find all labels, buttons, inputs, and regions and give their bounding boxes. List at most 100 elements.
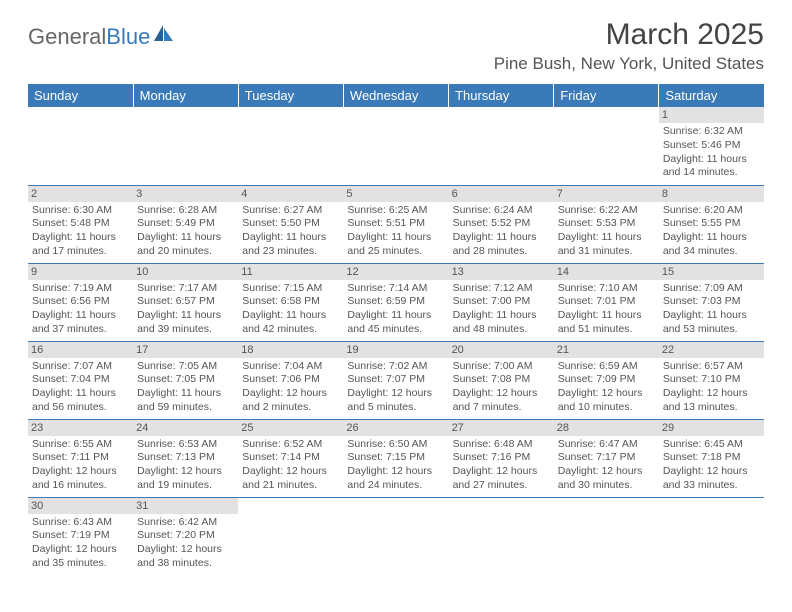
sunrise-text: Sunrise: 6:28 AM: [137, 204, 234, 218]
sunset-text: Sunset: 5:49 PM: [137, 217, 234, 231]
daylight-text: Daylight: 11 hours and 59 minutes.: [137, 387, 234, 414]
calendar-cell: 3 Sunrise: 6:28 AMSunset: 5:49 PMDaylight…: [133, 185, 238, 263]
calendar-cell: 1Sunrise: 6:32 AMSunset: 5:46 PMDaylight…: [659, 107, 764, 185]
daylight-text: Daylight: 11 hours and 14 minutes.: [663, 153, 760, 180]
daylight-text: Daylight: 12 hours and 27 minutes.: [453, 465, 550, 492]
sunset-text: Sunset: 7:00 PM: [453, 295, 550, 309]
day-number: 6: [449, 186, 554, 202]
daylight-text: Daylight: 11 hours and 39 minutes.: [137, 309, 234, 336]
day-number: 9: [28, 264, 133, 280]
calendar-cell: [238, 107, 343, 185]
day-number: 11: [238, 264, 343, 280]
daylight-text: Daylight: 12 hours and 35 minutes.: [32, 543, 129, 570]
calendar-cell: 31Sunrise: 6:42 AMSunset: 7:20 PMDayligh…: [133, 497, 238, 575]
sunset-text: Sunset: 6:58 PM: [242, 295, 339, 309]
day-header-row: Sunday Monday Tuesday Wednesday Thursday…: [28, 84, 764, 107]
day-number: 14: [554, 264, 659, 280]
calendar-cell: [133, 107, 238, 185]
sunrise-text: Sunrise: 6:52 AM: [242, 438, 339, 452]
calendar-cell: 4Sunrise: 6:27 AMSunset: 5:50 PMDaylight…: [238, 185, 343, 263]
day-number: 8: [659, 186, 764, 202]
calendar-row: 2Sunrise: 6:30 AMSunset: 5:48 PMDaylight…: [28, 185, 764, 263]
sunset-text: Sunset: 7:13 PM: [137, 451, 234, 465]
calendar-cell: [449, 497, 554, 575]
calendar-cell: 24Sunrise: 6:53 AMSunset: 7:13 PMDayligh…: [133, 419, 238, 497]
day-number: 29: [659, 420, 764, 436]
sunset-text: Sunset: 7:19 PM: [32, 529, 129, 543]
calendar-cell: 29Sunrise: 6:45 AMSunset: 7:18 PMDayligh…: [659, 419, 764, 497]
logo: GeneralBlue: [28, 24, 175, 50]
day-header: Sunday: [28, 84, 133, 107]
sunrise-text: Sunrise: 7:19 AM: [32, 282, 129, 296]
brand-part1: General: [28, 24, 106, 50]
sunset-text: Sunset: 7:01 PM: [558, 295, 655, 309]
sunrise-text: Sunrise: 6:27 AM: [242, 204, 339, 218]
day-number: 26: [343, 420, 448, 436]
sunrise-text: Sunrise: 7:07 AM: [32, 360, 129, 374]
calendar-cell: 15Sunrise: 7:09 AMSunset: 7:03 PMDayligh…: [659, 263, 764, 341]
calendar-cell: [449, 107, 554, 185]
calendar-cell: [343, 107, 448, 185]
sunrise-text: Sunrise: 7:02 AM: [347, 360, 444, 374]
sunrise-text: Sunrise: 6:48 AM: [453, 438, 550, 452]
sunrise-text: Sunrise: 7:10 AM: [558, 282, 655, 296]
sunrise-text: Sunrise: 7:00 AM: [453, 360, 550, 374]
sunset-text: Sunset: 7:15 PM: [347, 451, 444, 465]
daylight-text: Daylight: 12 hours and 24 minutes.: [347, 465, 444, 492]
sunset-text: Sunset: 5:52 PM: [453, 217, 550, 231]
calendar-cell: 30Sunrise: 6:43 AMSunset: 7:19 PMDayligh…: [28, 497, 133, 575]
sunrise-text: Sunrise: 6:55 AM: [32, 438, 129, 452]
month-title: March 2025: [494, 18, 764, 52]
day-header: Tuesday: [238, 84, 343, 107]
sunrise-text: Sunrise: 7:15 AM: [242, 282, 339, 296]
calendar-cell: 2Sunrise: 6:30 AMSunset: 5:48 PMDaylight…: [28, 185, 133, 263]
daylight-text: Daylight: 12 hours and 13 minutes.: [663, 387, 760, 414]
calendar-cell: 27Sunrise: 6:48 AMSunset: 7:16 PMDayligh…: [449, 419, 554, 497]
calendar-cell: 7Sunrise: 6:22 AMSunset: 5:53 PMDaylight…: [554, 185, 659, 263]
daylight-text: Daylight: 11 hours and 48 minutes.: [453, 309, 550, 336]
sunset-text: Sunset: 7:14 PM: [242, 451, 339, 465]
sunrise-text: Sunrise: 7:14 AM: [347, 282, 444, 296]
sunset-text: Sunset: 7:06 PM: [242, 373, 339, 387]
day-number: 7: [554, 186, 659, 202]
daylight-text: Daylight: 11 hours and 20 minutes.: [137, 231, 234, 258]
day-number: 19: [343, 342, 448, 358]
daylight-text: Daylight: 12 hours and 38 minutes.: [137, 543, 234, 570]
daylight-text: Daylight: 12 hours and 30 minutes.: [558, 465, 655, 492]
calendar-row: 30Sunrise: 6:43 AMSunset: 7:19 PMDayligh…: [28, 497, 764, 575]
sunset-text: Sunset: 7:11 PM: [32, 451, 129, 465]
calendar-cell: 25Sunrise: 6:52 AMSunset: 7:14 PMDayligh…: [238, 419, 343, 497]
daylight-text: Daylight: 12 hours and 21 minutes.: [242, 465, 339, 492]
sunrise-text: Sunrise: 7:05 AM: [137, 360, 234, 374]
day-number: 27: [449, 420, 554, 436]
day-number: 24: [133, 420, 238, 436]
sunrise-text: Sunrise: 6:32 AM: [663, 125, 760, 139]
title-block: March 2025 Pine Bush, New York, United S…: [494, 18, 764, 80]
daylight-text: Daylight: 11 hours and 45 minutes.: [347, 309, 444, 336]
daylight-text: Daylight: 11 hours and 28 minutes.: [453, 231, 550, 258]
day-number: 12: [343, 264, 448, 280]
day-number: 2: [28, 186, 133, 202]
brand-part2: Blue: [106, 24, 150, 50]
calendar-cell: [554, 497, 659, 575]
sunrise-text: Sunrise: 6:59 AM: [558, 360, 655, 374]
calendar-cell: [343, 497, 448, 575]
sunrise-text: Sunrise: 7:09 AM: [663, 282, 760, 296]
calendar-row: 1Sunrise: 6:32 AMSunset: 5:46 PMDaylight…: [28, 107, 764, 185]
calendar-cell: 13Sunrise: 7:12 AMSunset: 7:00 PMDayligh…: [449, 263, 554, 341]
calendar-cell: 11Sunrise: 7:15 AMSunset: 6:58 PMDayligh…: [238, 263, 343, 341]
sunrise-text: Sunrise: 6:53 AM: [137, 438, 234, 452]
calendar-cell: [554, 107, 659, 185]
sail-icon: [153, 22, 175, 48]
sunrise-text: Sunrise: 6:42 AM: [137, 516, 234, 530]
daylight-text: Daylight: 12 hours and 16 minutes.: [32, 465, 129, 492]
day-number: 3: [133, 186, 238, 202]
day-number: 28: [554, 420, 659, 436]
day-number: 10: [133, 264, 238, 280]
sunset-text: Sunset: 5:55 PM: [663, 217, 760, 231]
calendar-cell: 12Sunrise: 7:14 AMSunset: 6:59 PMDayligh…: [343, 263, 448, 341]
sunset-text: Sunset: 5:46 PM: [663, 139, 760, 153]
sunrise-text: Sunrise: 7:17 AM: [137, 282, 234, 296]
calendar-cell: 20Sunrise: 7:00 AMSunset: 7:08 PMDayligh…: [449, 341, 554, 419]
sunrise-text: Sunrise: 6:30 AM: [32, 204, 129, 218]
